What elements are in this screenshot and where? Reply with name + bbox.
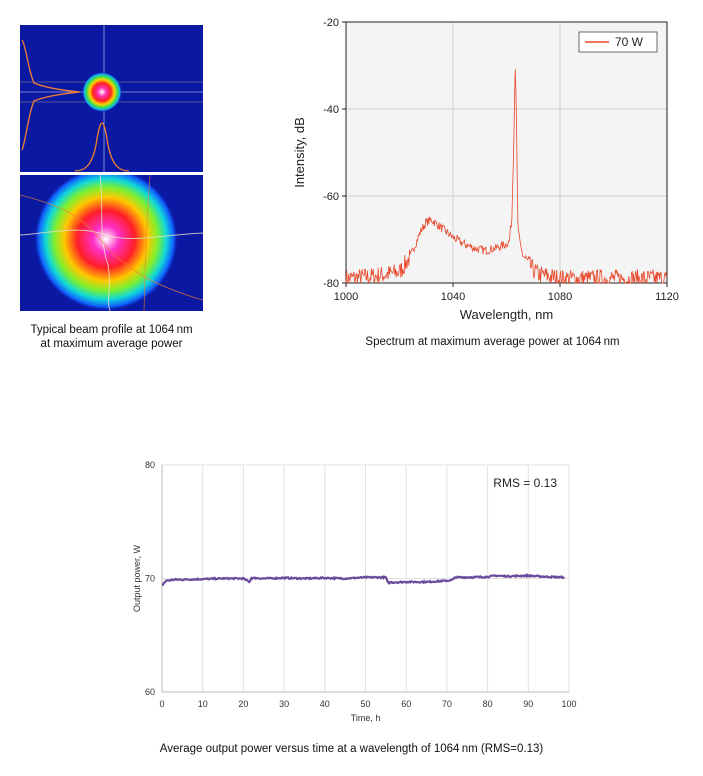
- stability-chart: 0 10 20 30 40 50 60 70 80 90 100 60 70 80 Time, h Outpu…: [128, 453, 580, 733]
- beam-profile-bottom-graphic: [20, 175, 203, 311]
- spectrum-chart: 1000 1040 1080 1120 -20 -40 -60 -80 Wavelength, …: [292, 17, 679, 322]
- spectrum-y-tick-label: -20: [323, 17, 339, 29]
- stability-x-tick-label: 40: [320, 699, 330, 709]
- spectrum-y-axis-label: Intensity, dB: [292, 117, 307, 188]
- stability-x-tick-label: 60: [401, 699, 411, 709]
- spectrum-x-axis-label: Wavelength, nm: [460, 307, 553, 322]
- beam-profile-caption: Typical beam profile at 1064 nm at maxim…: [10, 323, 213, 351]
- spectrum-x-tick-label: 1080: [548, 291, 572, 303]
- stability-x-tick-label: 50: [360, 699, 370, 709]
- spectrum-series-line: [345, 69, 668, 285]
- stability-y-axis-label: Output power, W: [132, 544, 142, 612]
- stability-x-axis-label: Time, h: [351, 713, 381, 723]
- stability-y-tick-label: 70: [145, 574, 155, 584]
- spectrum-x-tick-label: 1000: [334, 291, 358, 303]
- beam-profile-top-graphic: [20, 25, 203, 172]
- spectrum-frame: [345, 21, 668, 284]
- beam-profile-caption-line1: Typical beam profile at 1064 nm: [30, 324, 193, 336]
- stability-x-tick-label: 90: [523, 699, 533, 709]
- stability-y-tick-label: 60: [145, 687, 155, 697]
- stability-x-tick-label: 100: [561, 699, 576, 709]
- stability-series-line: [161, 573, 565, 586]
- spectrum-plot-area: [346, 22, 667, 283]
- stability-caption: Average output power versus time at a wa…: [159, 743, 544, 755]
- stability-x-tick-label: 20: [238, 699, 248, 709]
- spectrum-y-tick-label: -60: [323, 191, 339, 203]
- stability-x-tick-label: 10: [198, 699, 208, 709]
- spectrum-legend-box: [578, 31, 658, 53]
- spectrum-x-tick-label: 1120: [655, 291, 679, 303]
- stability-x-tick-label: 70: [442, 699, 452, 709]
- spectrum-y-tick-label: -40: [323, 104, 339, 116]
- spectrum-caption: Spectrum at maximum average power at 106…: [365, 336, 620, 348]
- stability-x-tick-label: 30: [279, 699, 289, 709]
- beam-profile-image-top: [20, 25, 203, 172]
- beam-profile-image-bottom: [20, 175, 203, 311]
- spectrum-legend-label: 70 W: [615, 35, 644, 49]
- spectrum-y-tick-label: -80: [323, 278, 339, 290]
- stability-x-tick-label: 80: [483, 699, 493, 709]
- stability-y-tick-label: 80: [145, 460, 155, 470]
- stability-background: [128, 453, 580, 733]
- spectrum-x-tick-label: 1040: [441, 291, 465, 303]
- stability-x-tick-label: 0: [159, 699, 164, 709]
- stability-rms-annotation: RMS = 0.13: [493, 476, 557, 490]
- beam-profile-caption-line2: at maximum average power: [40, 338, 183, 350]
